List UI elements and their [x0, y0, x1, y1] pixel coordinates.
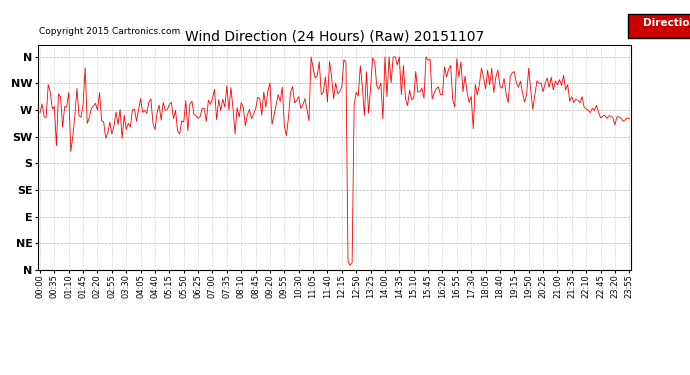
Text: Copyright 2015 Cartronics.com: Copyright 2015 Cartronics.com — [39, 27, 180, 36]
Text: Direction: Direction — [643, 18, 690, 28]
FancyBboxPatch shape — [629, 13, 690, 38]
Title: Wind Direction (24 Hours) (Raw) 20151107: Wind Direction (24 Hours) (Raw) 20151107 — [185, 30, 484, 44]
